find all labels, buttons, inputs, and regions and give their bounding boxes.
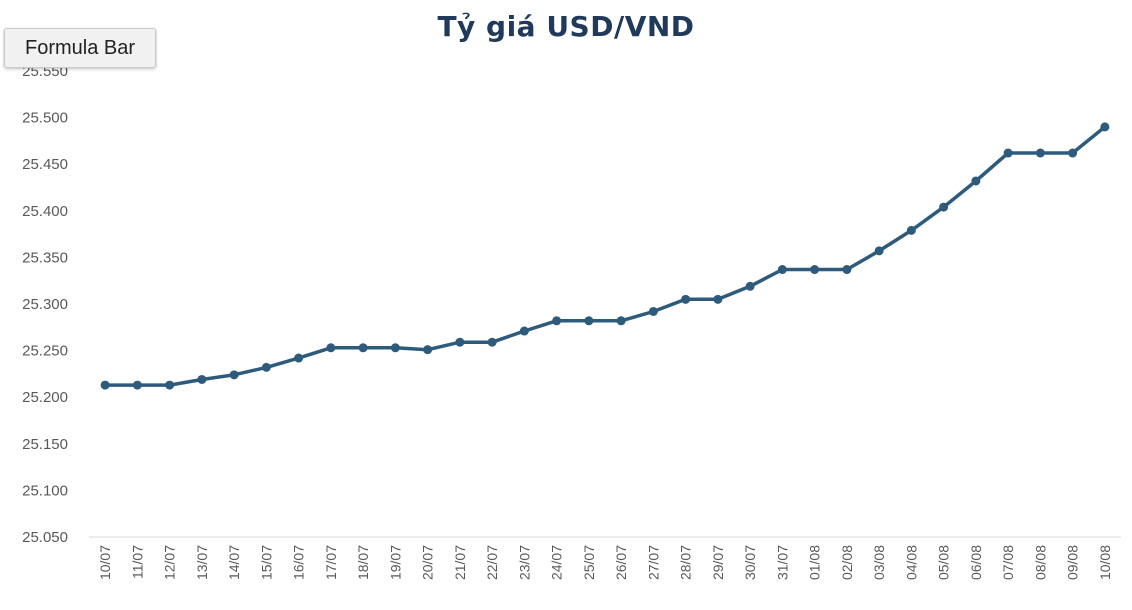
y-tick-label: 25.500 — [22, 110, 68, 127]
data-point — [197, 374, 207, 384]
x-tick-label: 12/07 — [162, 545, 178, 580]
y-tick-label: 25.350 — [22, 249, 68, 266]
x-tick-label: 08/08 — [1032, 545, 1048, 580]
x-tick-label: 20/07 — [420, 545, 436, 580]
x-tick-label: 17/07 — [323, 545, 339, 580]
x-tick-label: 14/07 — [226, 545, 242, 580]
data-point — [906, 225, 916, 235]
x-tick-label: 10/07 — [97, 545, 113, 580]
data-point — [455, 337, 465, 347]
x-tick-label: 22/07 — [484, 545, 500, 580]
data-point — [423, 345, 433, 355]
data-point — [939, 202, 949, 212]
y-tick-label: 25.300 — [22, 296, 68, 313]
data-point — [1003, 148, 1013, 158]
x-tick-label: 04/08 — [903, 545, 919, 580]
x-tick-label: 09/08 — [1065, 545, 1081, 580]
data-point — [132, 380, 142, 390]
data-point — [487, 337, 497, 347]
x-tick-label: 07/08 — [1000, 545, 1016, 580]
x-tick-label: 02/08 — [839, 545, 855, 580]
data-point — [745, 281, 755, 291]
data-point — [519, 326, 529, 336]
y-tick-label: 25.250 — [22, 343, 68, 360]
x-tick-label: 23/07 — [516, 545, 532, 580]
data-point — [777, 265, 787, 275]
y-tick-label: 25.050 — [22, 529, 68, 546]
data-point — [1068, 148, 1078, 158]
data-point — [1100, 122, 1110, 132]
data-point — [390, 343, 400, 353]
data-point — [100, 380, 110, 390]
data-point — [1035, 148, 1045, 158]
data-point — [552, 316, 562, 326]
y-tick-label: 25.100 — [22, 482, 68, 499]
x-tick-label: 06/08 — [968, 545, 984, 580]
data-point — [648, 306, 658, 316]
chart-title: Tỷ giá USD/VND — [437, 10, 695, 43]
x-tick-label: 16/07 — [291, 545, 307, 580]
x-tick-label: 31/07 — [774, 545, 790, 580]
data-point — [713, 294, 723, 304]
y-tick-label: 25.400 — [22, 203, 68, 220]
data-point — [326, 343, 336, 353]
formula-bar-button[interactable]: Formula Bar — [4, 28, 156, 68]
data-point — [165, 380, 175, 390]
y-tick-label: 25.200 — [22, 389, 68, 406]
y-tick-label: 25.150 — [22, 436, 68, 453]
data-point — [229, 370, 239, 380]
data-point — [358, 343, 368, 353]
data-point — [810, 265, 820, 275]
x-tick-label: 18/07 — [355, 545, 371, 580]
x-tick-label: 28/07 — [678, 545, 694, 580]
data-point — [874, 246, 884, 256]
x-tick-label: 21/07 — [452, 545, 468, 580]
x-tick-label: 30/07 — [742, 545, 758, 580]
series-line — [105, 125, 1106, 387]
x-tick-label: 13/07 — [194, 545, 210, 580]
x-tick-label: 03/08 — [871, 545, 887, 580]
x-tick-label: 11/07 — [129, 545, 145, 579]
x-tick-label: 29/07 — [710, 545, 726, 580]
y-tick-label: 25.450 — [22, 156, 68, 173]
x-tick-label: 19/07 — [387, 545, 403, 580]
x-tick-label: 15/07 — [258, 545, 274, 580]
x-tick-label: 26/07 — [613, 545, 629, 580]
data-point — [971, 176, 981, 186]
data-point — [842, 265, 852, 275]
x-tick-label: 27/07 — [645, 545, 661, 580]
data-point — [681, 294, 691, 304]
data-point — [616, 316, 626, 326]
x-tick-label: 05/08 — [936, 545, 952, 580]
x-tick-label: 01/08 — [807, 545, 823, 580]
data-point — [294, 353, 304, 363]
x-tick-label: 25/07 — [581, 545, 597, 580]
data-point — [584, 316, 594, 326]
x-tick-label: 10/08 — [1097, 545, 1113, 580]
x-tick-label: 24/07 — [549, 545, 565, 580]
data-point — [261, 362, 271, 372]
